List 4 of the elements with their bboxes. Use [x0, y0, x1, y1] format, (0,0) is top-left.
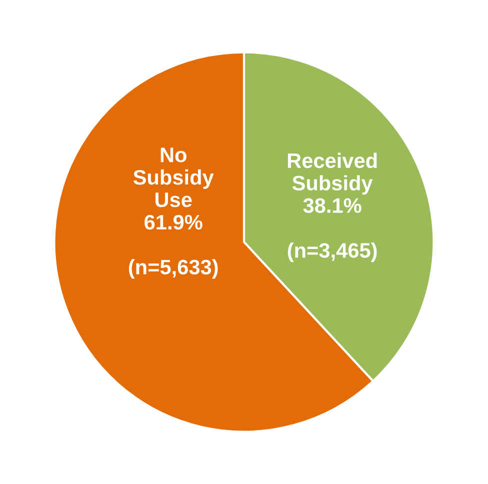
- text: 38.1% (n=3,465): [288, 198, 377, 262]
- slice-label: Received Subsidy: [288, 152, 377, 195]
- slice-label: No Subsidy Use: [133, 148, 214, 208]
- text: 61.9% (n=5,633): [128, 214, 218, 279]
